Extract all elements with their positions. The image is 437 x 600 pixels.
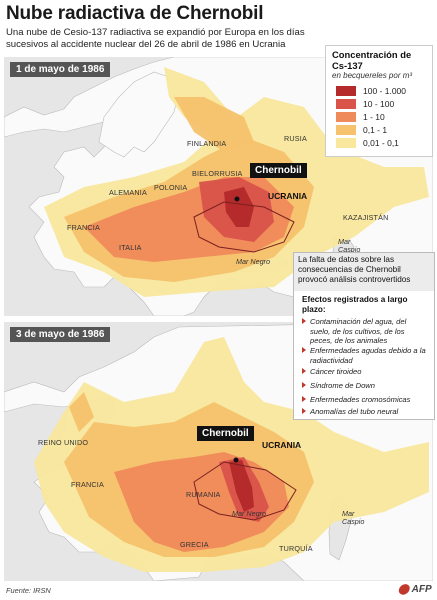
legend-label-1: 100 - 1.000 <box>363 86 407 96</box>
label-polonia: POLONIA <box>154 183 188 192</box>
bullet-triangle-icon <box>302 318 306 324</box>
source-note: Fuente: IRSN <box>6 586 51 595</box>
label-ucrania-may-3: UCRANIA <box>262 440 302 450</box>
afp-logo: ⬤ AFP <box>398 584 432 595</box>
map-may-3-date: 3 de mayo de 1986 <box>10 327 111 342</box>
legend-swatch-5 <box>336 138 356 148</box>
info-header: La falta de datos sobre las consecuencia… <box>294 253 434 291</box>
label-francia-2: FRANCIA <box>71 480 104 489</box>
label-francia: FRANCIA <box>67 223 100 232</box>
legend-swatch-3 <box>336 112 356 122</box>
label-grecia: GRECIA <box>180 540 209 549</box>
legend-label-5: 0,01 - 0,1 <box>363 138 399 148</box>
effect-item: Anomalías del tubo neural <box>302 407 430 417</box>
legend-label-3: 1 - 10 <box>363 112 385 122</box>
label-mar-negro-2: Mar Negro <box>232 509 266 518</box>
legend: Concentración de Cs-137 en becquereles p… <box>325 45 433 157</box>
label-rusia: RUSIA <box>284 134 307 143</box>
bullet-triangle-icon <box>302 347 306 353</box>
bullet-triangle-icon <box>302 382 306 388</box>
bullet-triangle-icon <box>302 396 306 402</box>
chernobil-marker-may-1: Chernobil <box>250 163 307 178</box>
legend-swatch-4 <box>336 125 356 135</box>
bullet-triangle-icon <box>302 368 306 374</box>
info-title: La falta de datos sobre las consecuencia… <box>298 255 411 284</box>
effect-item: Contaminación del agua, del suelo, de lo… <box>302 317 430 346</box>
label-bielorrusia: BIELORRUSIA <box>192 169 243 178</box>
label-finlandia: FINLANDIA <box>187 139 227 148</box>
legend-units: en becquereles por m³ <box>332 71 413 80</box>
chernobil-marker-may-3: Chernobil <box>197 426 254 441</box>
info-box: La falta de datos sobre las consecuencia… <box>293 252 435 420</box>
page-title: Nube radiactiva de Chernobil <box>6 3 264 24</box>
info-subtitle: Efectos registrados a largo plazo: <box>302 295 408 314</box>
bullet-triangle-icon <box>302 408 306 414</box>
legend-label-2: 10 - 100 <box>363 99 395 109</box>
effect-item: Síndrome de Down <box>302 381 430 391</box>
label-mar-caspio: Mar Caspio <box>338 237 361 254</box>
legend-label-4: 0,1 - 1 <box>363 125 388 135</box>
label-turquia: TURQUÍA <box>279 544 313 553</box>
label-rumania: RUMANIA <box>186 490 221 499</box>
page-subtitle: Una nube de Cesio-137 radiactiva se expa… <box>6 27 305 50</box>
label-mar-caspio-2: Mar Caspio <box>342 509 365 526</box>
label-ucrania-may-1: UCRANIA <box>268 191 308 201</box>
label-alemania: ALEMANIA <box>109 188 147 197</box>
label-kazajistan: KAZAJISTÁN <box>343 213 389 222</box>
legend-title: Concentración de Cs-137 <box>332 49 412 71</box>
legend-swatch-2 <box>336 99 356 109</box>
label-italia: ITALIA <box>119 243 142 252</box>
label-reino-unido: REINO UNIDO <box>38 438 89 447</box>
afp-logo-text: AFP <box>411 584 432 595</box>
map-may-1-date: 1 de mayo de 1986 <box>10 62 111 77</box>
effect-item: Enfermedades cromosómicas <box>302 395 430 405</box>
legend-swatch-1 <box>336 86 356 96</box>
effect-item: Enfermedades agudas debido a la radiacti… <box>302 346 430 365</box>
label-mar-negro: Mar Negro <box>236 257 270 266</box>
effect-item: Cáncer tiroideo <box>302 367 430 377</box>
